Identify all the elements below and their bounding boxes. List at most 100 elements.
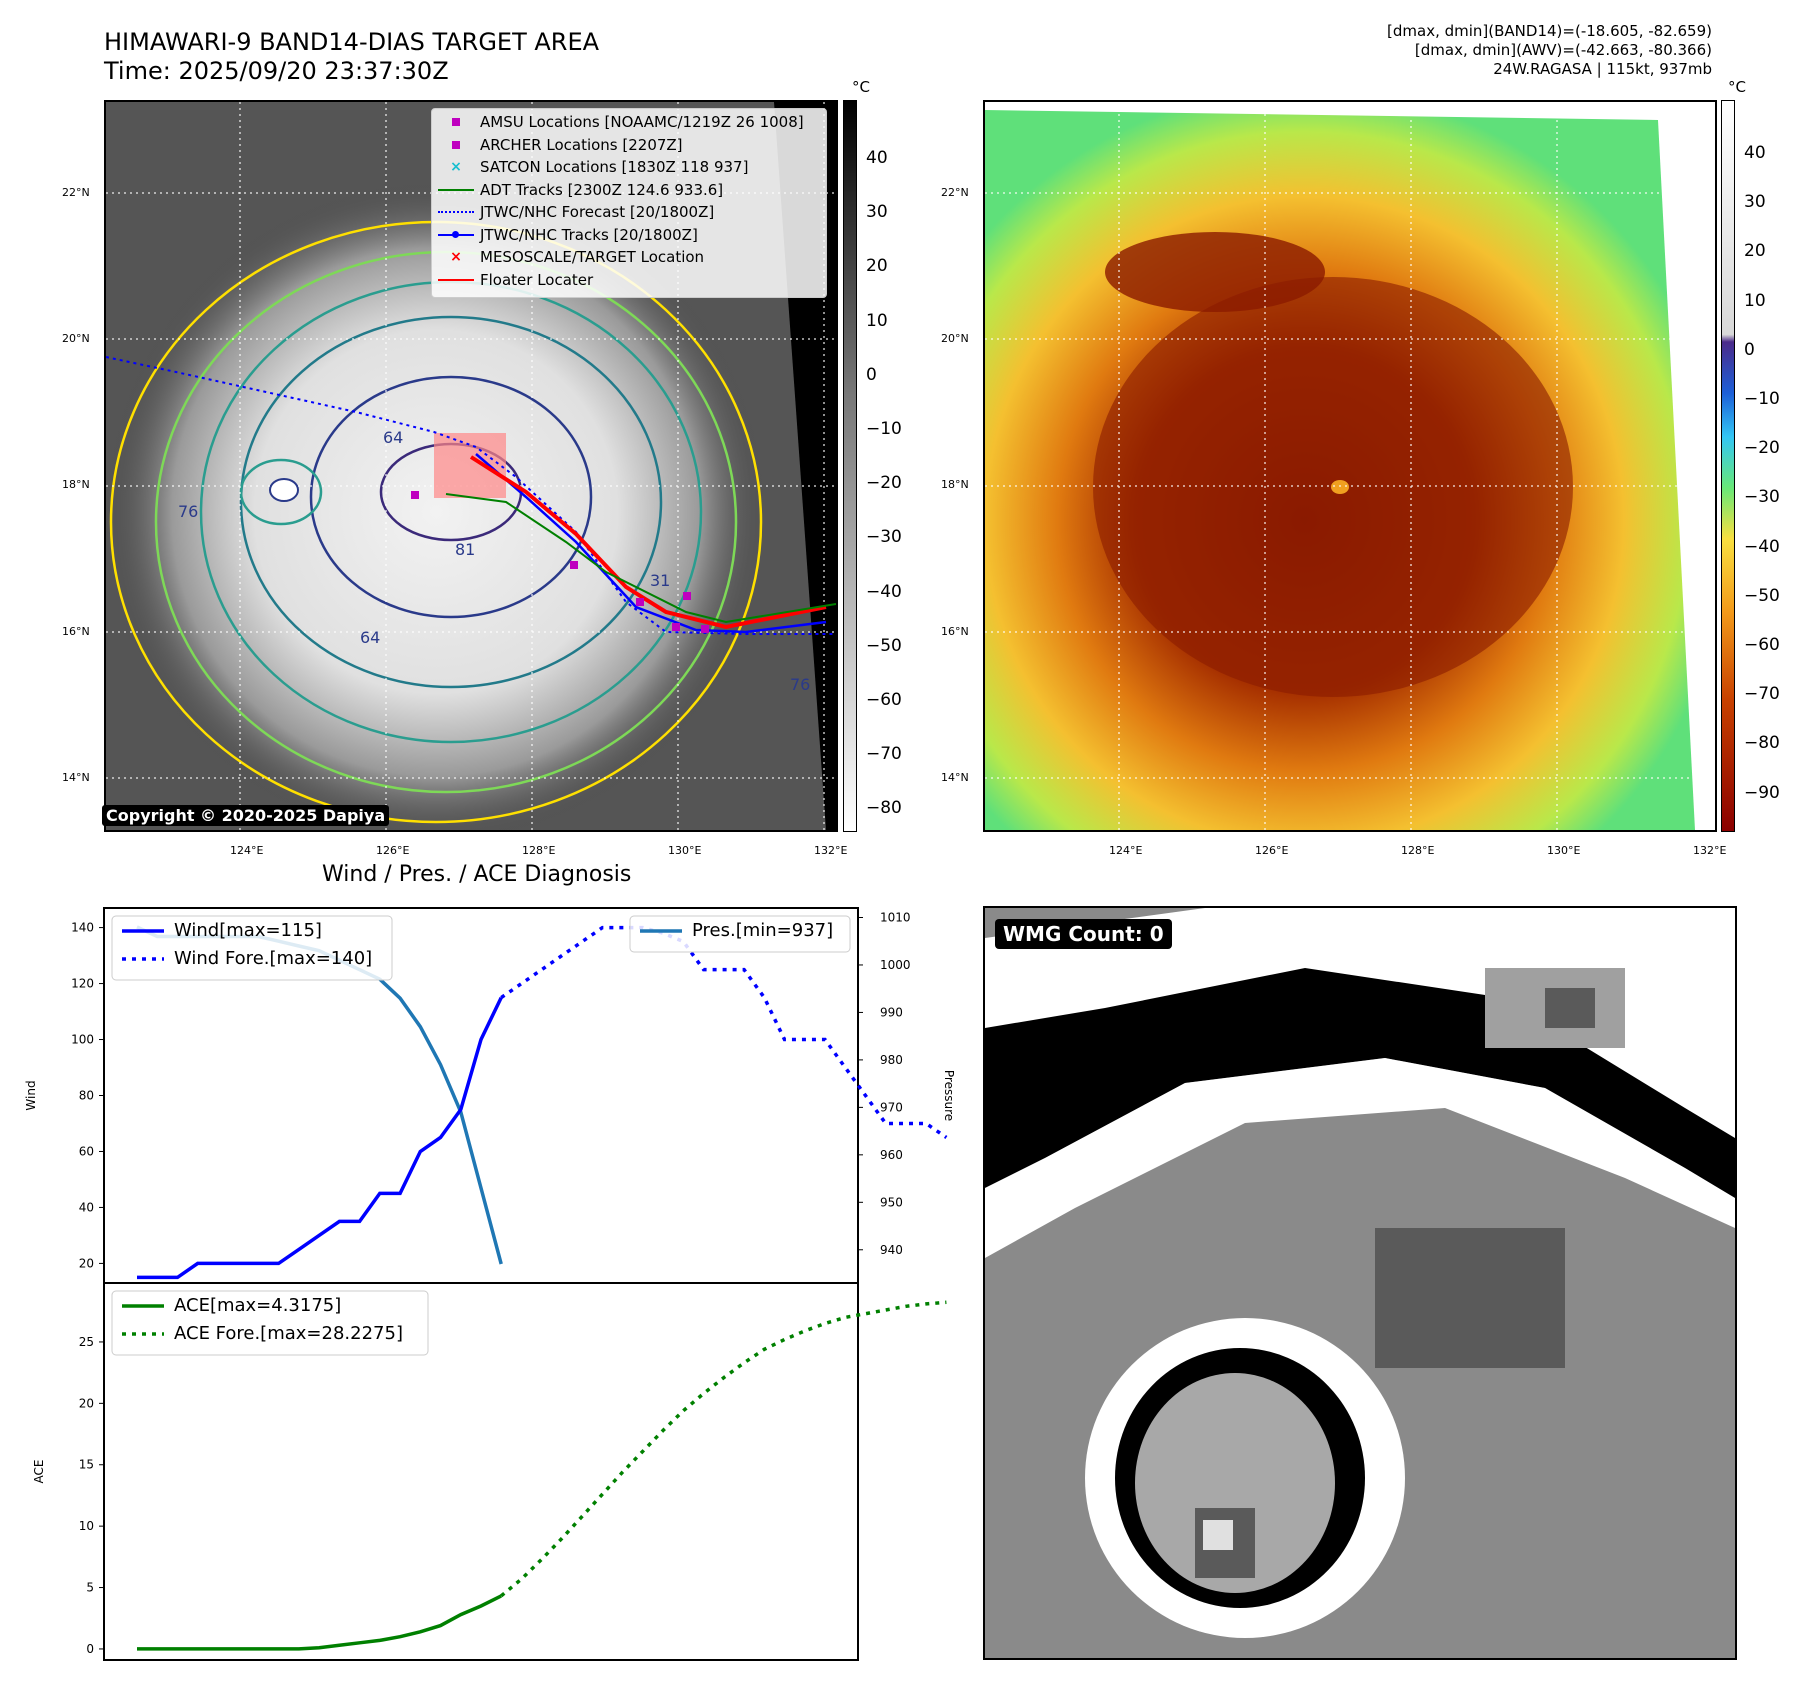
contour-label: 64 — [383, 428, 404, 447]
gray-colorbar — [843, 100, 857, 832]
gray-colorbar-tick: −20 — [866, 473, 902, 494]
color-colorbar-tick: −50 — [1744, 585, 1780, 606]
wmg-image — [985, 908, 1735, 1658]
pressure-ytick-label: 940 — [880, 1243, 903, 1257]
lon-tick-label: 124°E — [1109, 844, 1143, 857]
lat-tick-label: 14°N — [941, 771, 969, 784]
chart-title: HIMAWARI-9 BAND14-DIAS TARGET AREA — [104, 28, 600, 56]
square-marker-icon — [438, 115, 474, 129]
color-colorbar-tick: −60 — [1744, 635, 1780, 655]
wind-ytick-label: 80 — [79, 1089, 94, 1103]
gray-colorbar-tick: −10 — [866, 419, 902, 439]
color-colorbar-tick: 30 — [1744, 192, 1766, 213]
square-marker-icon — [438, 138, 474, 152]
color-colorbar-tick: 0 — [1744, 339, 1755, 360]
color-colorbar-tick: 20 — [1744, 241, 1766, 262]
lon-tick-label: 130°E — [1547, 844, 1581, 857]
wind-ytick-label: 60 — [79, 1144, 94, 1158]
ace-ytick-label: 15 — [79, 1458, 94, 1472]
color-colorbar-tick: 10 — [1744, 290, 1766, 311]
lat-tick-label: 18°N — [941, 478, 969, 491]
ace-panel — [103, 1282, 859, 1661]
wind-legend: Wind[max=115] Wind Fore.[max=140] — [111, 915, 393, 981]
lat-tick-label: 20°N — [941, 332, 969, 345]
gray-colorbar-tick: 30 — [866, 202, 888, 223]
legend-item-jtwc-tracks: JTWC/NHC Tracks [20/1800Z] — [438, 224, 820, 247]
gray-colorbar-tick: −30 — [866, 527, 902, 548]
color-colorbar-tick: 40 — [1744, 143, 1766, 163]
gray-colorbar-tick: −40 — [866, 581, 902, 602]
lon-tick-label: 126°E — [1255, 844, 1289, 857]
line-marker-icon — [438, 273, 474, 287]
ace-legend: ACE[max=4.3175] ACE Fore.[max=28.2275] — [111, 1290, 429, 1356]
wind-ytick-label: 140 — [71, 921, 94, 935]
info-band14: [dmax, dmin](BAND14)=(-18.605, -82.659) — [1387, 22, 1712, 40]
dotted-line-icon — [438, 205, 474, 219]
pressure-axis-label: Pressure — [942, 1070, 956, 1121]
gray-colorbar-tick: 20 — [866, 256, 888, 277]
gray-colorbar-unit: °C — [852, 78, 870, 96]
pressure-legend-box — [629, 915, 851, 953]
time-stamp: Time: 2025/09/20 23:37:30Z — [104, 57, 449, 85]
contour-label: 81 — [455, 540, 476, 559]
color-map-image — [985, 102, 1715, 830]
wind-axis-label: Wind — [24, 1080, 38, 1110]
contour-label: 76 — [790, 675, 811, 694]
line-marker-icon — [438, 183, 474, 197]
color-colorbar-tick: −90 — [1744, 782, 1780, 803]
lon-tick-label: 126°E — [376, 844, 410, 857]
info-storm: 24W.RAGASA | 115kt, 937mb — [1493, 60, 1712, 78]
color-colorbar-tick: −80 — [1744, 733, 1780, 754]
pressure-ytick-label: 1000 — [880, 958, 911, 972]
color-colorbar-tick: −30 — [1744, 487, 1780, 508]
lon-tick-label: 132°E — [1693, 844, 1727, 857]
legend-item-archer: ARCHER Locations [2207Z] — [438, 134, 820, 157]
gray-colorbar-tick: −70 — [866, 744, 902, 765]
legend-label: ACE[max=4.3175] — [174, 1295, 341, 1316]
color-colorbar-tick: −40 — [1744, 536, 1780, 557]
legend-item-satcon: × SATCON Locations [1830Z 118 937] — [438, 156, 820, 179]
ace-forecast-line — [500, 1300, 947, 1598]
ace-ytick-label: 10 — [79, 1519, 94, 1533]
gray-colorbar-tick: 10 — [866, 310, 888, 331]
ace-axis-label: ACE — [32, 1460, 46, 1484]
wind-forecast-line — [500, 925, 948, 1139]
ace-line — [137, 1594, 502, 1651]
wind-ytick-label: 100 — [71, 1033, 94, 1047]
color-map-panel — [983, 100, 1717, 832]
legend-item-jtwc-forecast: JTWC/NHC Forecast [20/1800Z] — [438, 201, 820, 224]
legend-label: Wind[max=115] — [174, 920, 322, 941]
diagnosis-chart: 2040608010012014094095096097098099010001… — [24, 907, 956, 1661]
ace-ytick-label: 20 — [79, 1396, 94, 1410]
wind-ytick-label: 20 — [79, 1256, 94, 1270]
wind-ytick-label: 120 — [71, 977, 94, 991]
wind-line — [137, 996, 503, 1280]
copyright-badge: Copyright © 2020-2025 Dapiya — [102, 805, 390, 826]
pressure-ytick-label: 970 — [880, 1100, 903, 1114]
info-block: [dmax, dmin](BAND14)=(-18.605, -82.659) … — [1387, 22, 1712, 79]
legend-label: Pres.[min=937] — [692, 920, 833, 941]
map-legend: AMSU Locations [NOAAMC/1219Z 26 1008] AR… — [431, 108, 827, 298]
color-colorbar-tick: −10 — [1744, 389, 1780, 409]
gray-colorbar-tick: −50 — [866, 635, 902, 656]
x-marker-icon: × — [450, 159, 462, 176]
wmg-panel — [983, 906, 1737, 1660]
lat-tick-label: 16°N — [941, 625, 969, 638]
pressure-ytick-label: 980 — [880, 1053, 903, 1067]
wmg-count-badge: WMG Count: 0 — [995, 919, 1172, 949]
gray-colorbar-tick: −80 — [866, 798, 902, 819]
legend-label: Wind Fore.[max=140] — [174, 948, 372, 969]
ace-legend-box — [111, 1290, 429, 1356]
pressure-ytick-label: 950 — [880, 1195, 903, 1209]
contour-label: 76 — [178, 502, 199, 521]
lon-tick-label: 130°E — [668, 844, 702, 857]
color-colorbar — [1721, 100, 1735, 832]
ace-ytick-label: 5 — [86, 1581, 94, 1595]
gray-colorbar-tick: 0 — [866, 364, 877, 385]
lat-tick-label: 22°N — [941, 186, 969, 199]
pressure-ytick-label: 960 — [880, 1148, 903, 1162]
ace-ytick-label: 0 — [86, 1642, 94, 1656]
legend-item-adt: ADT Tracks [2300Z 124.6 933.6] — [438, 179, 820, 202]
gray-colorbar-tick: −60 — [866, 690, 902, 710]
diagnosis-title: Wind / Pres. / ACE Diagnosis — [322, 862, 632, 887]
